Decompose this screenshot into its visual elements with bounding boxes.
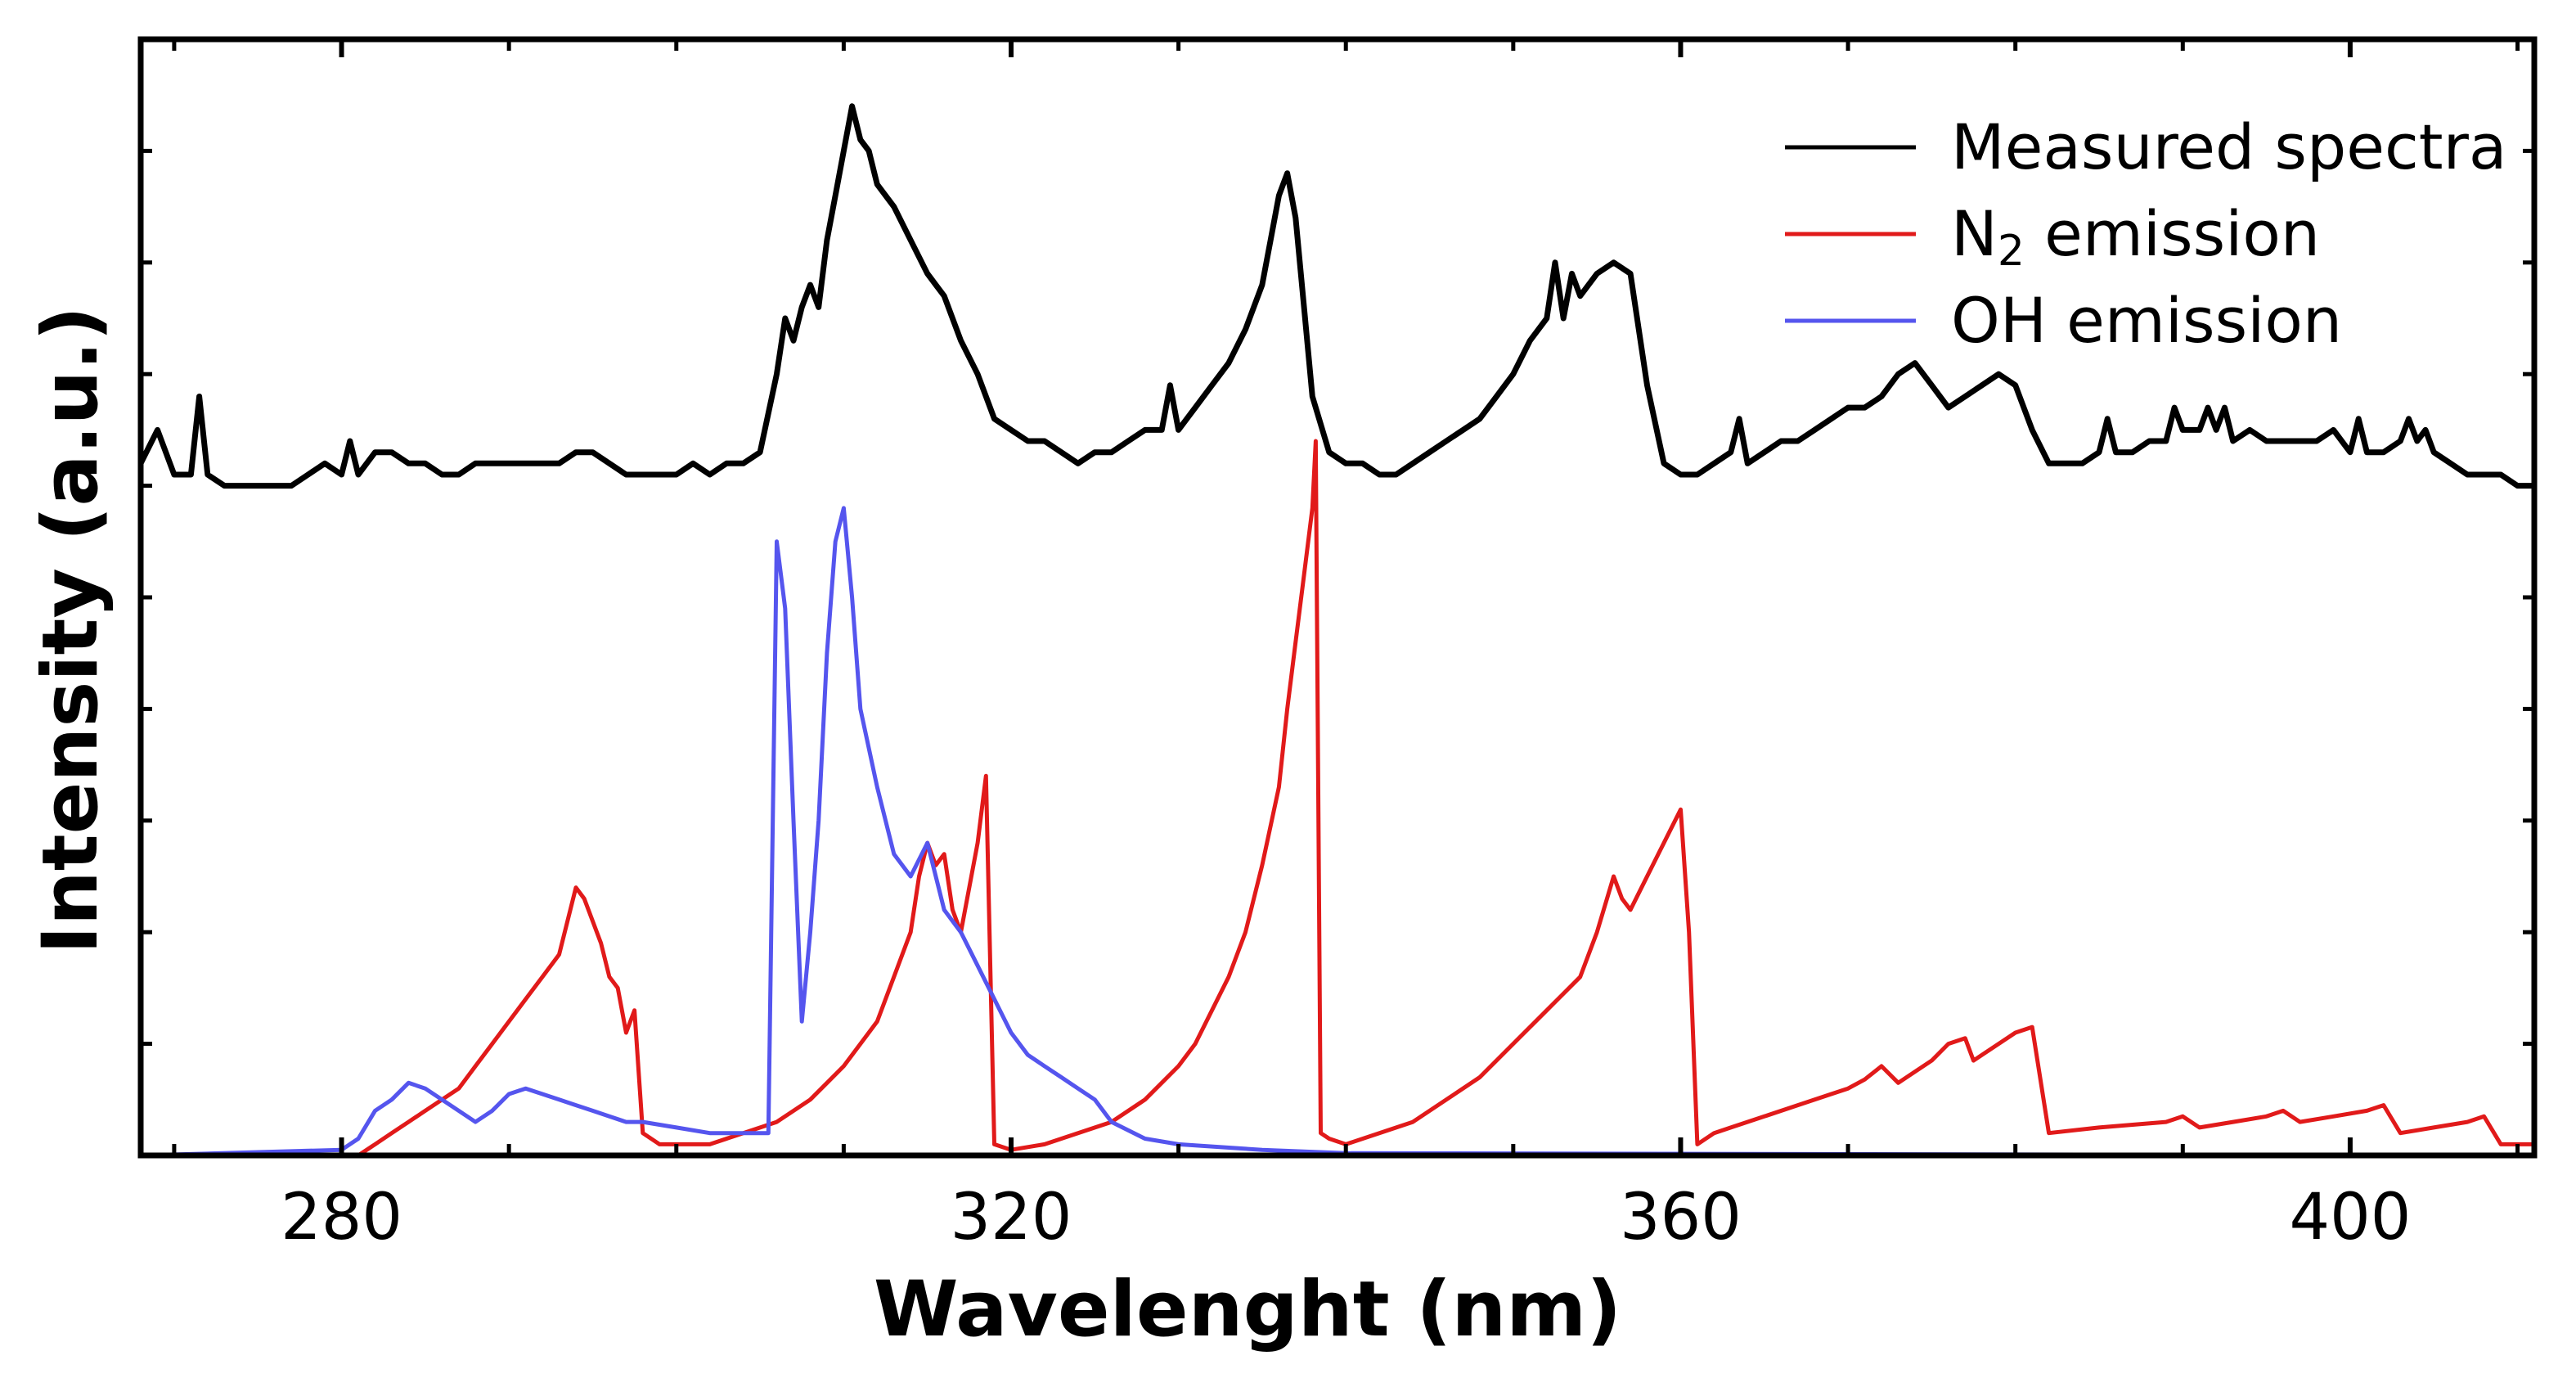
oh-emission-line [140, 506, 2535, 1158]
n2-emission-line [141, 439, 2534, 1158]
legend-item-n2: N2 emission [1785, 197, 2320, 276]
x-axis-title: Wavelenght (nm) [874, 1265, 1621, 1354]
legend-label-oh: OH emission [1951, 284, 2342, 357]
y-axis-title: Intensity (a.u.) [26, 306, 115, 954]
measured-spectra-line [137, 103, 2534, 489]
x-tick-label: 320 [951, 1181, 1072, 1254]
legend-label-n2-base: N [1951, 197, 1998, 270]
legend: Measured spectra N2 emission OH emission [1785, 110, 2506, 357]
x-tick-label: 280 [281, 1181, 402, 1254]
x-tick-labels: 280 320 360 400 [281, 1181, 2411, 1254]
legend-item-oh: OH emission [1785, 284, 2342, 357]
ticks-layer [141, 39, 2534, 1155]
legend-label-n2-suffix: emission [2025, 197, 2320, 270]
legend-label-n2: N2 emission [1951, 197, 2320, 276]
legend-label-measured: Measured spectra [1951, 110, 2506, 183]
x-tick-label: 400 [2289, 1181, 2411, 1254]
legend-item-measured: Measured spectra [1785, 110, 2506, 183]
plot-area [137, 36, 2538, 1159]
legend-label-n2-subscript: 2 [1998, 227, 2025, 276]
x-tick-label: 360 [1620, 1181, 1742, 1254]
series-layer [137, 103, 2535, 1158]
